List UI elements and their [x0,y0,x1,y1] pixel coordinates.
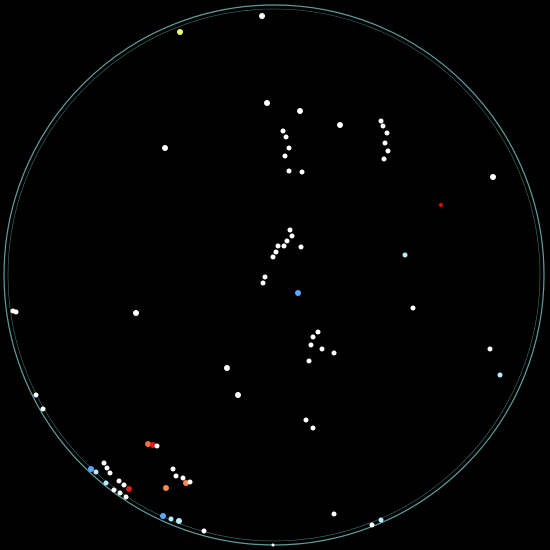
star[interactable] [13,309,19,315]
star[interactable] [308,342,314,348]
star[interactable] [299,169,305,175]
star[interactable] [382,140,388,146]
star[interactable] [289,233,295,239]
star[interactable] [121,482,127,488]
star[interactable] [303,417,309,423]
star[interactable] [93,469,99,475]
star[interactable] [315,329,321,335]
star[interactable] [170,466,176,472]
star[interactable] [126,486,132,492]
star[interactable] [201,528,207,534]
star[interactable] [264,100,270,106]
star[interactable] [107,470,113,476]
star[interactable] [297,108,303,114]
star[interactable] [280,128,286,134]
star[interactable] [402,252,408,258]
star[interactable] [260,280,266,286]
star[interactable] [331,350,337,356]
star[interactable] [497,372,503,378]
star[interactable] [224,365,230,371]
star[interactable] [173,473,179,479]
star[interactable] [487,346,493,352]
star[interactable] [380,123,386,129]
star[interactable] [103,480,109,486]
star[interactable] [281,243,287,249]
star[interactable] [235,392,241,398]
star[interactable] [176,518,182,524]
star[interactable] [284,238,290,244]
star[interactable] [306,358,312,364]
star[interactable] [310,425,316,431]
star[interactable] [180,475,186,481]
star[interactable] [283,134,289,140]
star[interactable] [273,249,279,255]
star[interactable] [111,487,117,493]
star[interactable] [270,254,276,260]
star[interactable] [259,13,265,19]
star[interactable] [187,479,193,485]
star[interactable] [183,480,189,486]
star[interactable] [331,511,337,517]
star[interactable] [116,478,122,484]
star[interactable] [287,227,293,233]
star[interactable] [123,494,129,500]
star[interactable] [271,543,275,547]
star[interactable] [88,466,94,472]
star-field [10,13,503,547]
star[interactable] [262,274,268,280]
star[interactable] [286,168,292,174]
star[interactable] [410,305,416,311]
star[interactable] [298,244,304,250]
star[interactable] [154,443,160,449]
star[interactable] [319,346,325,352]
star[interactable] [160,513,166,519]
star[interactable] [117,490,123,496]
star[interactable] [177,29,183,35]
star[interactable] [337,122,343,128]
star[interactable] [145,441,151,447]
star[interactable] [439,203,443,207]
star[interactable] [168,516,174,522]
horizon-inner-circle [7,8,541,542]
star[interactable] [33,392,39,398]
star[interactable] [378,517,384,523]
star[interactable] [150,442,156,448]
star[interactable] [40,406,46,412]
star[interactable] [162,145,168,151]
star[interactable] [295,290,301,296]
star[interactable] [133,310,139,316]
star[interactable] [163,485,169,491]
star[interactable] [286,145,292,151]
star[interactable] [378,118,384,124]
star[interactable] [490,174,496,180]
star[interactable] [381,156,387,162]
star[interactable] [101,460,107,466]
star[interactable] [104,465,110,471]
star[interactable] [384,130,390,136]
star[interactable] [385,148,391,154]
star[interactable] [369,522,375,528]
star[interactable] [282,153,288,159]
star[interactable] [275,243,281,249]
star[interactable] [310,334,316,340]
